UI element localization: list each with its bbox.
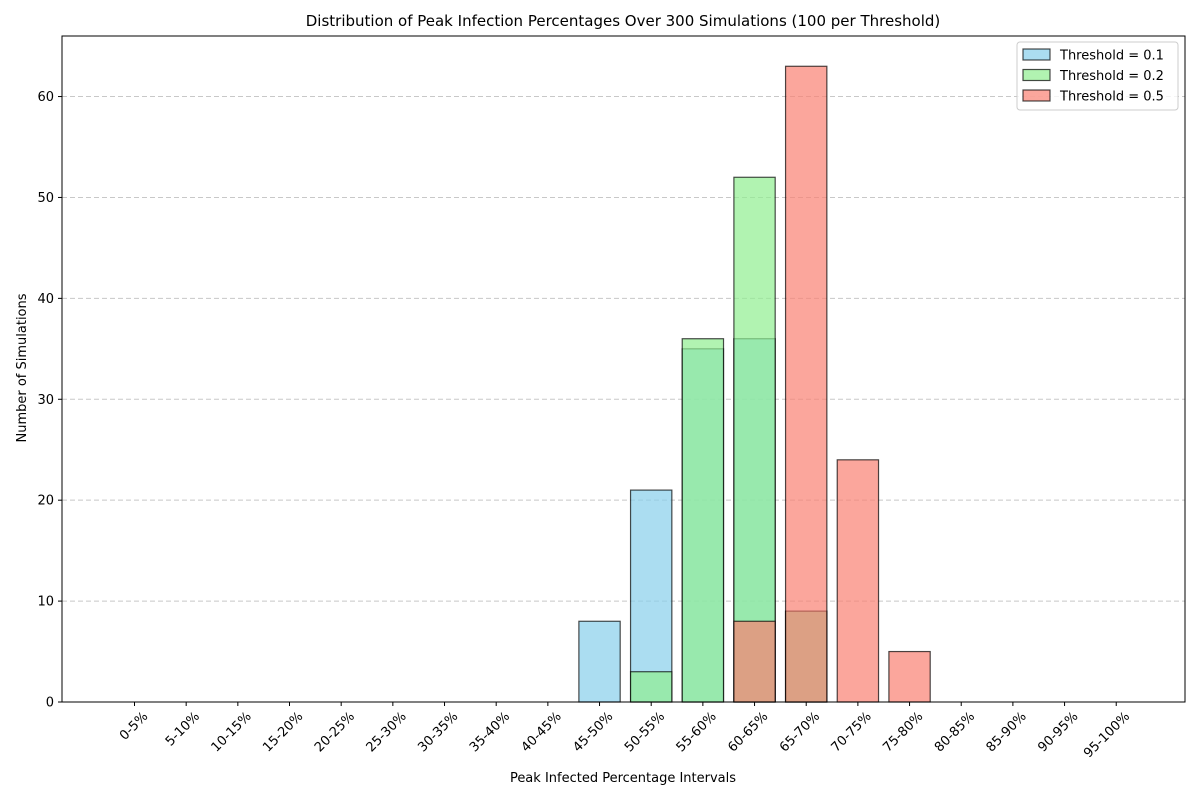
x-tick-label: 35-40%	[467, 709, 513, 755]
chart-title: Distribution of Peak Infection Percentag…	[306, 12, 940, 30]
y-tick-label: 30	[37, 393, 54, 408]
y-tick-label: 0	[46, 696, 54, 711]
x-tick-label: 65-70%	[777, 709, 823, 755]
legend-label: Threshold = 0.5	[1059, 90, 1164, 105]
legend-box	[1016, 41, 1179, 111]
y-tick-label: 10	[37, 595, 54, 610]
x-tick-label: 5-10%	[163, 709, 203, 749]
x-tick-label: 95-100%	[1081, 709, 1133, 761]
bar-2-55-60%	[681, 338, 725, 703]
bar-2-60-65%	[733, 176, 776, 703]
grid-layer	[62, 96, 1185, 602]
axes-layer	[61, 35, 1186, 703]
bar-1-50-55%	[629, 489, 673, 703]
bars-layer	[578, 65, 931, 703]
legend: Threshold = 0.1 Threshold = 0.2 Threshold …	[1016, 41, 1179, 111]
plot-frame	[61, 35, 1186, 703]
legend-swatch	[1022, 89, 1051, 102]
x-tick-label: 75-80%	[880, 709, 926, 755]
bar-3-75-80%	[888, 650, 931, 703]
bar-3-60-65%	[733, 620, 776, 703]
bar-2-50-55%	[629, 671, 673, 703]
y-tick-label: 50	[37, 191, 54, 206]
x-tick-label: 40-45%	[519, 709, 565, 755]
x-tick-label: 50-55%	[622, 709, 668, 755]
x-tick-label: 25-30%	[364, 709, 410, 755]
x-axis-label: Peak Infected Percentage Intervals	[510, 771, 736, 786]
legend-label: Threshold = 0.2	[1059, 69, 1164, 84]
x-tick-label: 30-35%	[415, 709, 461, 755]
legend-swatch	[1022, 48, 1051, 61]
x-ticks: 0-5% 5-10% 10-15% 15-20% 20-25% 25-30% 30-35% 3…	[117, 702, 1133, 761]
bar-3-65-70%	[784, 65, 828, 703]
y-ticks: 0 10 20 30 40 50 60	[37, 90, 62, 711]
y-axis-label: Number of Simulations	[15, 293, 30, 442]
legend-label: Threshold = 0.1	[1059, 49, 1164, 64]
y-tick-label: 20	[37, 494, 54, 509]
x-tick-label: 15-20%	[260, 709, 306, 755]
legend-swatch	[1022, 68, 1051, 82]
x-tick-label: 0-5%	[117, 709, 151, 743]
bar-1-45-50%	[578, 620, 621, 703]
bar-3-70-75%	[836, 459, 880, 703]
x-tick-label: 90-95%	[1035, 709, 1081, 755]
x-tick-label: 55-60%	[674, 709, 720, 755]
y-tick-label: 40	[37, 292, 54, 307]
x-tick-label: 80-85%	[932, 709, 978, 755]
y-tick-label: 60	[37, 90, 54, 105]
x-tick-label: 60-65%	[725, 709, 771, 755]
x-tick-label: 10-15%	[209, 709, 255, 755]
x-tick-label: 70-75%	[829, 709, 875, 755]
x-tick-label: 20-25%	[312, 709, 358, 755]
x-tick-label: 45-50%	[570, 709, 616, 755]
x-tick-label: 85-90%	[984, 709, 1030, 755]
